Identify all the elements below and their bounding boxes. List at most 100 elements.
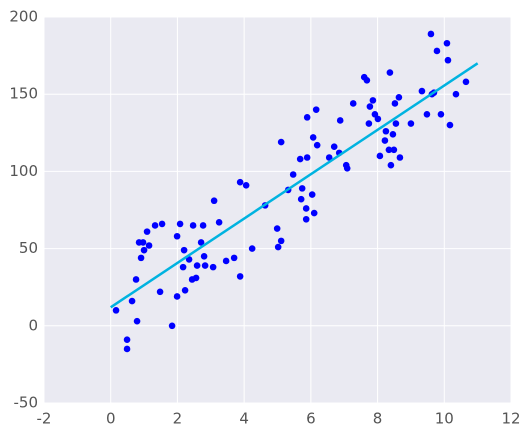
scatter-point bbox=[222, 257, 230, 265]
x-tick-label: 6 bbox=[306, 410, 316, 428]
scatter-point bbox=[427, 30, 435, 38]
scatter-point bbox=[418, 87, 426, 95]
scatter-point bbox=[185, 256, 193, 263]
scatter-point bbox=[298, 185, 306, 192]
scatter-point bbox=[274, 243, 282, 251]
scatter-point bbox=[407, 120, 415, 127]
x-tick-label: 4 bbox=[239, 410, 249, 428]
scatter-point bbox=[310, 209, 318, 217]
scatter-point bbox=[242, 181, 250, 189]
scatter-point bbox=[365, 120, 373, 127]
x-tick-label: 2 bbox=[173, 410, 183, 428]
scatter-point bbox=[200, 253, 208, 260]
scatter-point bbox=[386, 69, 394, 76]
scatter-point bbox=[140, 246, 148, 254]
fit-line bbox=[110, 62, 479, 309]
x-tick-label: 10 bbox=[435, 410, 454, 428]
y-tick-label: 200 bbox=[9, 8, 38, 26]
y-tick-label: 100 bbox=[9, 162, 38, 180]
scatter-point bbox=[385, 146, 393, 154]
scatter-point bbox=[137, 254, 145, 262]
scatter-point bbox=[396, 154, 404, 161]
scatter-point bbox=[181, 286, 189, 294]
scatter-point bbox=[349, 100, 357, 107]
scatter-point bbox=[151, 222, 159, 229]
scatter-point bbox=[308, 191, 316, 198]
scatter-point bbox=[363, 77, 371, 84]
scatter-point bbox=[343, 165, 351, 172]
scatter-point bbox=[128, 297, 136, 305]
y-tick-label: 150 bbox=[9, 85, 38, 103]
scatter-point bbox=[395, 93, 403, 101]
scatter-point bbox=[209, 263, 217, 271]
y-tick-label: -50 bbox=[14, 394, 39, 412]
scatter-point bbox=[423, 110, 431, 118]
scatter-point bbox=[199, 222, 207, 229]
scatter-point bbox=[192, 274, 200, 282]
scatter-point bbox=[210, 197, 218, 205]
scatter-point bbox=[437, 110, 445, 118]
scatter-point bbox=[303, 154, 311, 161]
scatter-point bbox=[236, 273, 244, 280]
scatter-point bbox=[145, 242, 153, 249]
scatter-point bbox=[297, 195, 305, 203]
scatter-point bbox=[309, 134, 317, 141]
scatter-point bbox=[132, 276, 140, 283]
scatter-point bbox=[444, 56, 452, 64]
scatter-point bbox=[273, 225, 281, 232]
scatter-point bbox=[382, 127, 390, 135]
scatter-point bbox=[133, 317, 141, 325]
scatter-point bbox=[176, 220, 184, 228]
scatter-point bbox=[112, 307, 120, 314]
x-tick-label: 8 bbox=[373, 410, 383, 428]
scatter-point bbox=[313, 141, 321, 149]
scatter-point bbox=[452, 90, 460, 98]
scatter-point bbox=[303, 114, 311, 121]
scatter-point bbox=[391, 100, 399, 107]
scatter-point bbox=[168, 322, 176, 330]
scatter-point bbox=[374, 115, 382, 123]
scatter-point bbox=[446, 121, 454, 129]
scatter-point bbox=[381, 137, 389, 144]
scatter-point bbox=[312, 106, 320, 113]
scatter-point bbox=[433, 47, 441, 55]
scatter-point bbox=[296, 155, 304, 163]
scatter-point bbox=[197, 239, 205, 246]
scatter-point bbox=[156, 288, 164, 296]
scatter-point bbox=[330, 143, 338, 150]
scatter-point bbox=[325, 154, 333, 161]
scatter-point bbox=[123, 345, 131, 353]
scatter-point bbox=[173, 232, 181, 240]
scatter-point bbox=[180, 246, 188, 254]
scatter-point bbox=[392, 120, 400, 127]
scatter-point bbox=[369, 97, 377, 104]
scatter-point bbox=[248, 245, 256, 252]
x-tick-label: 12 bbox=[501, 410, 520, 428]
scatter-point bbox=[302, 215, 310, 223]
scatter-point bbox=[236, 178, 244, 186]
x-tick-label: 0 bbox=[106, 410, 116, 428]
scatter-point bbox=[189, 222, 197, 229]
scatter-point bbox=[366, 103, 374, 110]
plot-area bbox=[44, 17, 511, 403]
scatter-point bbox=[193, 262, 201, 269]
scatter-point bbox=[230, 254, 238, 262]
scatter-point bbox=[143, 228, 151, 235]
scatter-point bbox=[158, 220, 166, 228]
scatter-point bbox=[462, 78, 470, 86]
scatter-point bbox=[302, 205, 310, 212]
scatter-point bbox=[289, 171, 297, 178]
scatter-point bbox=[389, 131, 397, 138]
scatter-point bbox=[173, 293, 181, 300]
scatter-point bbox=[277, 138, 285, 146]
scatter-point bbox=[123, 336, 131, 343]
scatter-point bbox=[336, 117, 344, 124]
y-tick-label: 0 bbox=[28, 316, 38, 334]
scatter-point bbox=[443, 39, 451, 47]
scatter-point bbox=[215, 219, 223, 226]
scatter-point bbox=[376, 152, 384, 160]
scatter-point bbox=[179, 263, 187, 271]
y-tick-label: 50 bbox=[19, 239, 38, 257]
